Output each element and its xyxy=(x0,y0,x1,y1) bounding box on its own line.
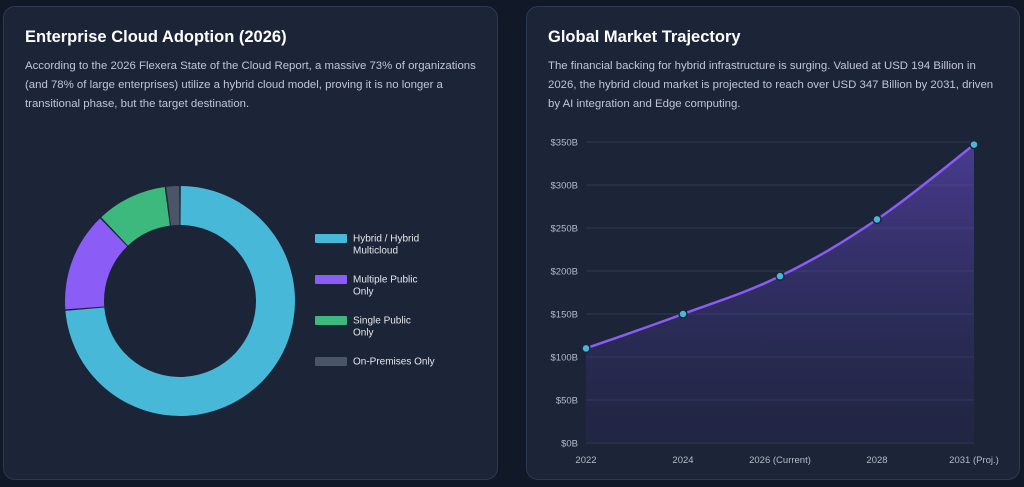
legend-label: Multicloud xyxy=(353,246,398,257)
x-tick-label: 2031 (Proj.) xyxy=(949,455,999,466)
x-tick-label: 2028 xyxy=(866,455,887,466)
data-point xyxy=(969,139,979,150)
legend-swatch xyxy=(315,357,347,366)
adoption-card: Enterprise Cloud Adoption (2026) Accordi… xyxy=(3,6,498,480)
x-tick-label: 2024 xyxy=(672,455,693,466)
x-tick-label: 2026 (Current) xyxy=(749,455,811,466)
legend-label: On-Premises Only xyxy=(353,357,435,368)
y-tick-label: $350B xyxy=(551,138,578,149)
donut-slice xyxy=(65,218,128,310)
donut-slice xyxy=(101,187,170,246)
market-area-chart: $0B $50B $100B $150B $200B $250B $300B $350B 202… xyxy=(551,138,999,467)
data-point xyxy=(872,214,882,225)
market-description: The financial backing for hybrid infrast… xyxy=(548,60,994,110)
legend-label: Multiple Public xyxy=(353,275,417,286)
legend-item: On-Premises Only xyxy=(315,357,435,368)
y-tick-label: $100B xyxy=(551,353,578,364)
y-tick-label: $150B xyxy=(551,310,578,321)
y-tick-label: $300B xyxy=(551,181,578,192)
legend-label: Only xyxy=(353,287,374,298)
y-tick-label: $250B xyxy=(551,224,578,235)
donut-slice xyxy=(65,186,295,416)
x-tick-label: 2022 xyxy=(575,455,596,466)
area-fill xyxy=(586,144,974,443)
y-tick-label: $50B xyxy=(556,396,578,407)
donut-slice xyxy=(166,186,180,226)
legend-label: Only xyxy=(353,328,374,339)
adoption-description: According to the 2026 Flexera State of t… xyxy=(25,60,476,110)
legend-swatch xyxy=(315,234,347,243)
legend-label: Hybrid / Hybrid xyxy=(353,234,419,245)
data-point xyxy=(678,309,688,319)
legend-swatch xyxy=(315,275,347,284)
adoption-title: Enterprise Cloud Adoption (2026) xyxy=(25,28,287,46)
y-tick-label: $200B xyxy=(551,267,578,278)
market-card: Global Market Trajectory The financial b… xyxy=(526,6,1020,480)
market-title: Global Market Trajectory xyxy=(548,28,741,46)
legend-swatch xyxy=(315,316,347,325)
legend-label: Single Public xyxy=(353,316,411,327)
data-point xyxy=(581,343,591,354)
data-point xyxy=(775,271,785,281)
y-tick-label: $0B xyxy=(561,439,578,450)
